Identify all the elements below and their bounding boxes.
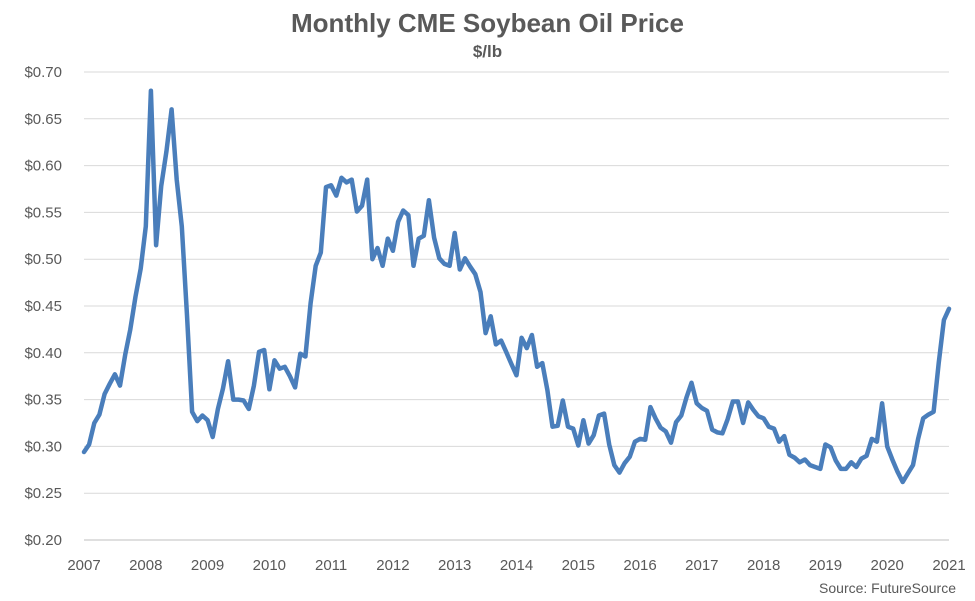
x-tick-label: 2008 xyxy=(129,557,162,574)
x-tick-label: 2021 xyxy=(932,557,965,574)
y-tick-label: $0.55 xyxy=(24,204,62,221)
series-line xyxy=(81,88,952,485)
x-tick-label: 2010 xyxy=(253,557,286,574)
y-tick-label: $0.20 xyxy=(24,532,62,549)
x-tick-label: 2013 xyxy=(438,557,471,574)
y-tick-label: $0.45 xyxy=(24,298,62,315)
y-tick-label: $0.35 xyxy=(24,392,62,409)
x-tick-label: 2018 xyxy=(747,557,780,574)
x-tick-label: 2014 xyxy=(500,557,533,574)
chart-title: Monthly CME Soybean Oil Price xyxy=(291,8,684,38)
x-tick-label: 2012 xyxy=(376,557,409,574)
y-tick-label: $0.50 xyxy=(24,251,62,268)
chart-subtitle: $/lb xyxy=(472,42,503,61)
x-tick-label: 2011 xyxy=(315,557,347,574)
y-tick-label: $0.65 xyxy=(24,111,62,128)
x-tick-label: 2019 xyxy=(809,557,842,574)
y-tick-label: $0.40 xyxy=(24,345,62,362)
y-tick-label: $0.30 xyxy=(24,438,62,455)
x-tick-label: 2015 xyxy=(562,557,595,574)
x-tick-label: 2007 xyxy=(67,557,100,574)
y-tick-label: $0.70 xyxy=(24,64,62,81)
y-tick-label: $0.60 xyxy=(24,158,62,175)
y-tick-label: $0.25 xyxy=(24,485,62,502)
x-tick-label: 2020 xyxy=(871,557,904,574)
x-tick-label: 2009 xyxy=(191,557,224,574)
source-note: Source: FutureSource xyxy=(819,580,956,596)
x-tick-label: 2017 xyxy=(685,557,718,574)
x-tick-label: 2016 xyxy=(623,557,656,574)
